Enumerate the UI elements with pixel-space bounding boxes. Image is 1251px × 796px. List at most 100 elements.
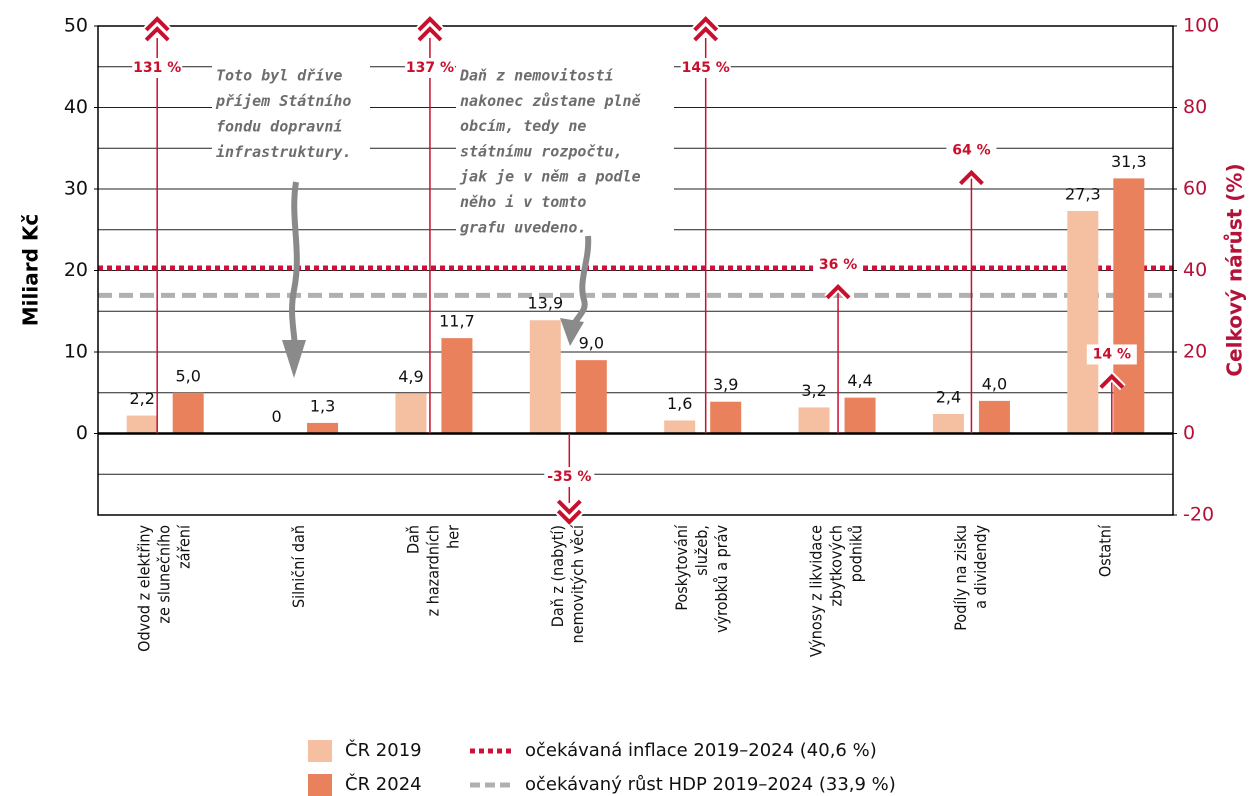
bar [441, 338, 473, 434]
growth-label: 131 % [133, 60, 181, 76]
growth-label: 64 % [952, 143, 990, 159]
bar [664, 420, 696, 434]
annotation-text: Daň z nemovitostí [459, 67, 614, 85]
y2-tick-label: -20 [1183, 504, 1214, 526]
x-tick-label: z hazardních [423, 525, 442, 616]
legend-label: ČR 2024 [345, 773, 422, 795]
x-tick-label: nemovitých věcí [568, 524, 587, 643]
annotation-text: něho i v tomto [460, 193, 586, 211]
annotation-text: nakonec zůstane plně [460, 92, 642, 110]
bar [1113, 178, 1145, 434]
bar-value-label: 2,2 [129, 389, 154, 408]
bar [575, 360, 607, 434]
arrow-head [959, 169, 984, 186]
annotation-text: státnímu rozpočtu, [460, 142, 623, 160]
y2-tick-label: 0 [1183, 422, 1195, 444]
y-tick-label: 0 [76, 422, 88, 444]
growth-label-bg [132, 58, 183, 78]
growth-label-bg [1086, 344, 1137, 365]
y-tick-label: 50 [64, 15, 88, 37]
growth-label: 14 % [1093, 346, 1131, 362]
x-tick-label: Silniční daň [289, 525, 308, 608]
bar [172, 392, 204, 434]
x-tick-label: Odvod z elektřiny [135, 525, 154, 652]
plot-frame [97, 25, 1174, 516]
bar-value-label: 31,3 [1111, 152, 1147, 171]
annotation-text: infrastruktury. [216, 143, 351, 161]
growth-label-bg [946, 140, 997, 161]
growth-label-bg [680, 58, 731, 78]
growth-label: 145 % [682, 60, 730, 76]
arrow-head [556, 509, 582, 525]
annotation-arrow-head [560, 318, 584, 346]
y-axis-title: Miliard Kč [19, 214, 43, 326]
annotations: Toto byl dříve příjem Státního fondu dopra… [212, 62, 674, 250]
legend: ČR 2019 ČR 2024 očekávaná inflace 2019–202… [308, 739, 896, 796]
bar-value-label: 5,0 [175, 366, 200, 385]
arrow-head [693, 26, 719, 42]
legend-swatch [308, 774, 332, 796]
annotation-bg [212, 62, 370, 174]
x-tick-label: Ostatní [1095, 524, 1114, 577]
x-tick-label: podniků [847, 525, 866, 582]
legend-label: očekávaný růst HDP 2019–2024 (33,9 %) [525, 774, 896, 795]
growth-label-bg [813, 254, 864, 275]
y-tick-label: 20 [64, 259, 88, 281]
annotation-text: Toto byl dříve [216, 67, 342, 85]
bar-value-label: 9,0 [579, 334, 604, 353]
arrow-head [556, 499, 582, 515]
x-tick-label: Daň [403, 525, 422, 554]
x-tick-label: Výnosy z likvidace [807, 525, 826, 657]
legend-label: očekávaná inflace 2019–2024 (40,6 %) [525, 740, 877, 761]
arrow-head [693, 16, 719, 32]
x-tick-label: ze slunečního [155, 525, 174, 624]
arrow-head [144, 16, 170, 32]
x-tick-label: her [443, 525, 462, 549]
bar [710, 401, 742, 434]
bar [932, 413, 964, 434]
bar-value-label: 2,4 [936, 387, 961, 406]
bar-value-label: 3,9 [713, 375, 738, 394]
bar-value-label: 4,4 [847, 371, 872, 390]
y-tick-label: 40 [64, 96, 88, 118]
x-tick-label: Podíly na zisku [951, 525, 970, 631]
arrow-head [825, 283, 851, 300]
growth-label: 36 % [819, 257, 857, 273]
annotation-arrow [289, 181, 300, 363]
arrow-head [144, 26, 170, 42]
annotation-bg [456, 62, 674, 250]
bar-value-label: 4,0 [982, 374, 1007, 393]
x-tick-label: zbytkových [827, 525, 846, 607]
y-tick-label: 10 [64, 341, 88, 363]
bar-value-label: 4,9 [398, 367, 423, 386]
bar-value-label: 27,3 [1065, 185, 1101, 204]
arrow-head [417, 16, 443, 32]
bar-value-label: 0 [271, 407, 281, 426]
bar [978, 400, 1010, 434]
y2-tick-label: 20 [1183, 341, 1207, 363]
legend-swatch [308, 740, 332, 762]
x-tick-label: a dividendy [971, 525, 990, 609]
growth-label: -35 % [547, 469, 591, 485]
bar [798, 407, 830, 434]
x-tick-label: záření [175, 524, 194, 569]
annotation-arrow [569, 235, 592, 331]
annotation-text: příjem Státního [215, 92, 351, 110]
annotation-text: jak je v něm a podle [459, 168, 641, 186]
arrow-head [417, 26, 443, 42]
bar-value-label: 11,7 [439, 312, 475, 331]
arrow-head [1099, 373, 1125, 389]
bar-value-label: 3,2 [801, 381, 826, 400]
bar [395, 393, 427, 434]
bar-value-label: 13,9 [528, 294, 564, 313]
annotation-text: obcím, tedy ne [460, 117, 586, 135]
y-tick-label: 30 [64, 178, 88, 200]
y2-axis-title: Celkový nárůst (%) [1223, 163, 1247, 376]
growth-label: 137 % [406, 60, 454, 76]
x-tick-label: výrobků a práv [712, 525, 731, 633]
y2-tick-label: 80 [1183, 96, 1207, 118]
y2-tick-label: 100 [1183, 15, 1219, 37]
annotation-arrow-head [282, 340, 306, 378]
plot: 2,2 0 4,9 13,9 1,6 3,2 2,4 27,3 5,0 1,3 11,7 9,0 3,9… [97, 13, 1174, 528]
